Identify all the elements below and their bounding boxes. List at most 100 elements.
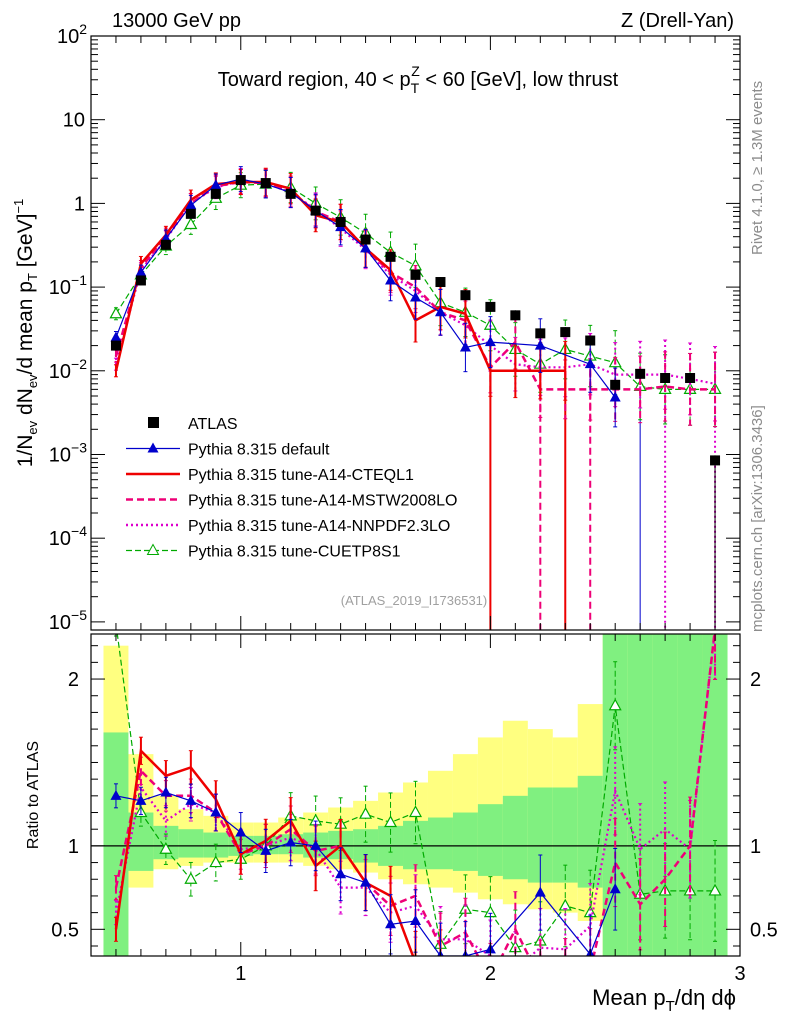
default-marker [260, 844, 272, 855]
cuetp8s1-marker [408, 805, 423, 818]
ratio-y-tick-label: 2 [68, 669, 79, 691]
legend-label: Pythia 8.315 default [188, 442, 330, 459]
side-label-bottom: mcplots.cern.ch [arXiv:1306.3436] [749, 405, 766, 632]
atlas-marker [260, 178, 271, 189]
default-marker [135, 794, 147, 805]
atlas-marker [360, 234, 371, 245]
title-rest: < 60 [GeV], low thrust [420, 69, 619, 91]
default-marker [235, 826, 247, 837]
atlas-marker [385, 251, 396, 262]
y-label-part: 1/N [14, 435, 37, 468]
cuetp8s1-marker [159, 841, 173, 854]
plot-title: Toward region, 40 < pTZ < 60 [GeV], low … [218, 63, 619, 96]
cuetp8s1-marker [109, 306, 123, 319]
ratio-y-tick-label: 0.5 [51, 919, 79, 941]
default-marker [360, 242, 372, 253]
y-axis-label: 1/Nev dNev/d mean pT [GeV]−1 [11, 199, 40, 468]
y-tick-label: 10 [63, 110, 85, 132]
default-marker [459, 341, 471, 352]
atlas-marker [685, 373, 696, 384]
legend-marker-cuetp8s1 [146, 543, 160, 555]
default-marker [534, 339, 546, 350]
tick-exp: −1 [71, 272, 87, 288]
cuetp8s1-marker [708, 883, 722, 896]
default-marker [609, 391, 621, 402]
default-marker [135, 266, 147, 277]
atlas-marker [235, 175, 246, 186]
tick-exp: −2 [71, 356, 87, 372]
main-plot-area [109, 166, 722, 630]
cuetp8s1-marker [384, 815, 398, 828]
tick-base: 10 [49, 361, 71, 383]
legend-marker-default [147, 442, 159, 453]
atlas-marker [485, 301, 496, 312]
legend: ATLAS Pythia 8.315 default Pythia 8.315 tu… [126, 416, 457, 561]
energy-label: 13000 GeV pp [112, 10, 241, 32]
y-label-part: ev [25, 374, 40, 388]
uncertainty-band-inner [577, 775, 603, 888]
ratio-y-tick-label-right: 1 [750, 836, 761, 858]
default-marker [584, 358, 596, 369]
atlas-marker [460, 290, 471, 301]
uncertainty-band-inner [702, 634, 728, 956]
y-tick-label: 10−4 [49, 523, 87, 550]
uncertainty-band-inner [427, 817, 453, 870]
atlas-marker [560, 327, 571, 338]
default-marker [410, 914, 421, 925]
y-tick-label: 1 [74, 193, 85, 215]
tick-base: 10 [49, 612, 71, 634]
uncertainty-band-inner [178, 829, 204, 858]
atlas-marker [635, 368, 646, 379]
ratio-plot-area [91, 634, 740, 956]
atlas-marker [110, 340, 121, 351]
analysis-id: (ATLAS_2019_I1736531) [341, 593, 487, 608]
tick-base: 10 [49, 277, 71, 299]
x-tick-label: 1 [235, 963, 246, 985]
y-label-part: dN [14, 388, 37, 421]
default-marker [534, 886, 546, 897]
title-sub: T [411, 80, 420, 96]
y-tick-label: 10−5 [49, 607, 87, 634]
default-marker [210, 806, 222, 817]
ratio-y-tick-label-right: 2 [750, 669, 761, 691]
x-label-part: T [666, 998, 675, 1015]
legend-marker-atlas [148, 417, 159, 428]
cuetp8s1-marker [608, 698, 622, 711]
atlas-marker [660, 373, 671, 384]
legend-label: Pythia 8.315 tune-A14-NNPDF2.3LO [188, 518, 450, 535]
atlas-marker [285, 188, 296, 199]
y-tick-label: 10−3 [49, 439, 87, 466]
default-marker [484, 336, 496, 347]
default-marker [285, 836, 297, 847]
x-tick-label: 2 [485, 963, 496, 985]
y-label-part: ev [25, 420, 40, 434]
default-marker [609, 883, 621, 894]
y-tick-label: 102 [57, 21, 87, 48]
legend-label: Pythia 8.315 tune-A14-MSTW2008LO [188, 493, 457, 510]
atlas-marker [710, 455, 721, 466]
uncertainty-band-inner [477, 804, 503, 876]
ratio-y-tick-label: 1 [68, 836, 79, 858]
atlas-marker [535, 328, 546, 339]
ratio-y-tick-label-right: 0.5 [750, 919, 778, 941]
atlas-marker [310, 205, 321, 216]
default-marker [160, 786, 172, 797]
atlas-marker [160, 239, 171, 250]
process-label: Z (Drell-Yan) [621, 10, 734, 32]
tick-exp: −3 [71, 439, 87, 455]
cuetp8s1-marker [209, 855, 223, 868]
y-label-part: T [25, 273, 40, 281]
x-label-part: Mean p [592, 985, 665, 1010]
title-part: Toward region, 40 < p [218, 69, 411, 91]
uncertainty-band-inner [502, 795, 528, 880]
series-line-cteql1 [114, 748, 415, 956]
y-label-part: −1 [11, 199, 26, 214]
atlas-marker [210, 188, 221, 199]
cuetp8s1-marker [359, 806, 373, 819]
side-label-top: Rivet 4.1.0, ≥ 1.3M events [749, 81, 766, 255]
legend-label: Pythia 8.315 tune-A14-CTEQL1 [188, 467, 414, 484]
atlas-marker [335, 216, 346, 227]
legend-label: ATLAS [188, 416, 238, 433]
